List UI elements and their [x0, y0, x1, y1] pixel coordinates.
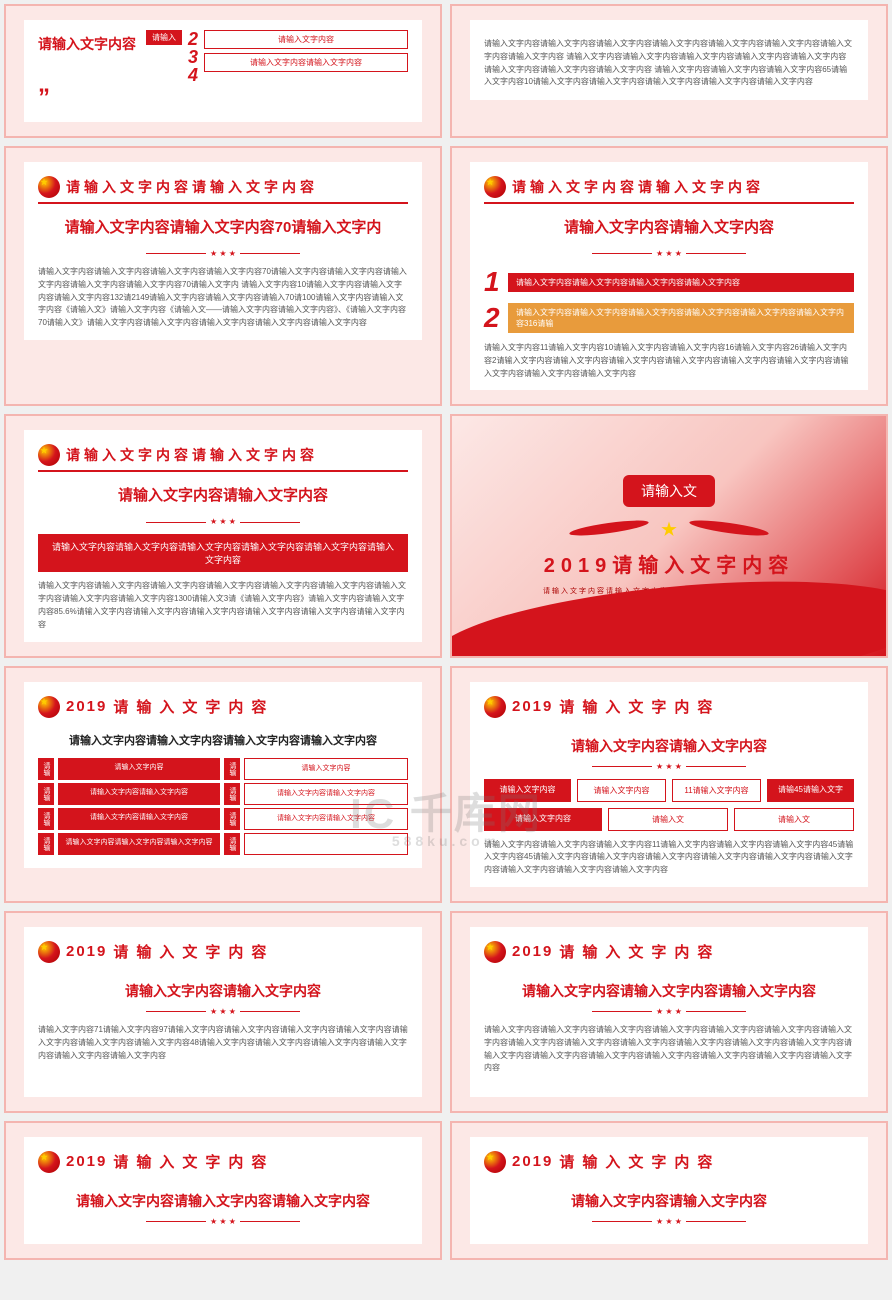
button-row: 请输 请输入文字内容 请输 请输入文字内容: [38, 758, 408, 780]
subtitle: 请输入文字内容请输入文字内容: [484, 216, 854, 237]
grid-button: 请输入文字内容: [244, 758, 408, 780]
subtitle: 请输入文字内容请输入文字内容: [484, 736, 854, 756]
slide-4-right: 2019请输入文字内容 请输入文字内容请输入文字内容 ★ ★ ★ 请输入文字内容…: [450, 666, 888, 903]
star-icon: [661, 521, 677, 537]
star-divider-icon: ★ ★ ★: [38, 1217, 408, 1226]
slide-4-left: 2019请输入文字内容 请输入文字内容请输入文字内容请输入文字内容请输入文字内容…: [4, 666, 442, 903]
star-divider-icon: ★ ★ ★: [484, 762, 854, 771]
numbered-item-1: 1 请输入文字内容请输入文字内容请输入文字内容请输入文字内容: [484, 266, 854, 298]
title-badge: 请输入文: [623, 475, 715, 507]
tag-button: 请输入文字内容: [484, 779, 571, 802]
tag-button: 请输入文: [608, 808, 728, 831]
slide-header: 请输入文字内容请输入文字内容: [38, 440, 408, 472]
tag-button: 请输入文字内容: [577, 779, 666, 802]
body-text: 请输入文字内容11请输入文字内容10请输入文字内容请输入文字内容16请输入文字内…: [484, 342, 854, 380]
slide-6-right: 2019请输入文字内容 请输入文字内容请输入文字内容 ★ ★ ★: [450, 1121, 888, 1260]
star-divider-icon: ★ ★ ★: [484, 1217, 854, 1226]
party-emblem-icon: [38, 696, 60, 718]
party-emblem-icon: [38, 176, 60, 198]
star-divider-icon: ★ ★ ★: [38, 517, 408, 526]
slide-5-right: 2019请输入文字内容 请输入文字内容请输入文字内容请输入文字内容 ★ ★ ★ …: [450, 911, 888, 1113]
subtitle: 请输入文字内容请输入文字内容: [38, 484, 408, 505]
body-text: 请输入文字内容请输入文字内容请输入文字内容请输入文字内容请输入文字内容请输入文字…: [38, 580, 408, 631]
tag-button: 11请输入文字内容: [672, 779, 761, 802]
title-main: 2019请输入文字内容: [544, 549, 795, 578]
tag-button: 请输45请输入文字: [767, 779, 854, 802]
slide-header: 请输入文字内容请输入文字内容: [484, 172, 854, 204]
label: 请输入文字内容: [38, 30, 136, 54]
number-2: 2: [484, 302, 508, 334]
slide-header-2019: 2019请输入文字内容: [38, 692, 408, 722]
slide-5-left: 2019请输入文字内容 请输入文字内容请输入文字内容 ★ ★ ★ 请输入文字内容…: [4, 911, 442, 1113]
party-emblem-icon: [38, 1151, 60, 1173]
slide-header-2019: 2019请输入文字内容: [484, 1147, 854, 1177]
slide-1-left: 请输入文字内容 请输入 2 3 4 请输入文字内容 请输入文字内容请输入文字内容…: [4, 4, 442, 138]
party-emblem-icon: [38, 444, 60, 466]
party-emblem-icon: [484, 696, 506, 718]
party-emblem-icon: [484, 176, 506, 198]
subtitle: 请输入文字内容请输入文字内容请输入文字内容: [38, 1191, 408, 1211]
slide-header-2019: 2019请输入文字内容: [38, 1147, 408, 1177]
subtitle: 请输入文字内容请输入文字内容请输入文字内容请输入文字内容: [38, 732, 408, 748]
slide-6-left: 2019请输入文字内容 请输入文字内容请输入文字内容请输入文字内容 ★ ★ ★: [4, 1121, 442, 1260]
star-divider-icon: ★ ★ ★: [38, 1007, 408, 1016]
star-divider-icon: ★ ★ ★: [484, 249, 854, 258]
arrow-tag: 请输入: [146, 30, 182, 45]
side-label: 请输: [224, 758, 240, 780]
tag-button: 请输入文字内容: [484, 808, 602, 831]
party-emblem-icon: [484, 1151, 506, 1173]
subtitle: 请输入文字内容请输入文字内容: [38, 981, 408, 1001]
slides-grid: 请输入文字内容 请输入 2 3 4 请输入文字内容 请输入文字内容请输入文字内容…: [0, 0, 892, 1264]
bar-item: 请输入文字内容: [204, 30, 408, 49]
body-text: 请输入文字内容请输入文字内容请输入文字内容请输入文字内容请输入文字内容请输入文字…: [484, 1024, 854, 1075]
body-text: 请输入文字内容请输入文字内容请输入文字内容请输入文字内容请输入文字内容请输入文字…: [484, 38, 854, 89]
body-text: 请输入文字内容请输入文字内容请输入文字内容请输入文字内容70请输入文字内容请输入…: [38, 266, 408, 330]
button-row: 请输入文字内容 请输入文字内容 11请输入文字内容 请输45请输入文字: [484, 779, 854, 802]
side-label: 请输: [38, 758, 54, 780]
subtitle: 请输入文字内容请输入文字内容: [484, 1191, 854, 1211]
tag-button: 请输入文: [734, 808, 854, 831]
slide-1-right: 请输入文字内容请输入文字内容请输入文字内容请输入文字内容请输入文字内容请输入文字…: [450, 4, 888, 138]
slide-header-2019: 2019请输入文字内容: [38, 937, 408, 967]
slide-header-2019: 2019请输入文字内容: [484, 692, 854, 722]
subtitle: 请输入文字内容请输入文字内容70请输入文字内: [38, 216, 408, 237]
subtitle: 请输入文字内容请输入文字内容请输入文字内容: [484, 981, 854, 1001]
star-divider-icon: ★ ★ ★: [484, 1007, 854, 1016]
number-stack: 2 3 4: [188, 30, 198, 84]
body-text: 请输入文字内容71请输入文字内容97请输入文字内容请输入文字内容请输入文字内容请…: [38, 1024, 408, 1062]
numbered-item-2: 2 请输入文字内容请输入文字内容请输入文字内容请输入文字内容请输入文字内容请输入…: [484, 302, 854, 334]
party-emblem-icon: [38, 941, 60, 963]
slide-2-left: 请输入文字内容请输入文字内容 请输入文字内容请输入文字内容70请输入文字内 ★ …: [4, 146, 442, 406]
number-1: 1: [484, 266, 508, 298]
party-emblem-icon: [484, 941, 506, 963]
slide-3-right-title: 请输入文 2019请输入文字内容 请输入文字内容请输入文字内容请输入文字内容请输…: [450, 414, 888, 657]
ribbon-icon: [569, 519, 769, 539]
bar-item: 请输入文字内容请输入文字内容: [204, 53, 408, 72]
slide-header-2019: 2019请输入文字内容: [484, 937, 854, 967]
grid-button: 请输入文字内容: [58, 758, 220, 780]
slide-2-right: 请输入文字内容请输入文字内容 请输入文字内容请输入文字内容 ★ ★ ★ 1 请输…: [450, 146, 888, 406]
body-text: 请输入文字内容请输入文字内容请输入文字内容11请输入文字内容请输入文字内容请输入…: [484, 839, 854, 877]
quote-icon: ”: [38, 84, 50, 111]
slide-3-left: 请输入文字内容请输入文字内容 请输入文字内容请输入文字内容 ★ ★ ★ 请输入文…: [4, 414, 442, 657]
star-divider-icon: ★ ★ ★: [38, 249, 408, 258]
slide-header: 请输入文字内容请输入文字内容: [38, 172, 408, 204]
highlight-bar: 请输入文字内容请输入文字内容请输入文字内容请输入文字内容请输入文字内容请输入文字…: [38, 534, 408, 572]
